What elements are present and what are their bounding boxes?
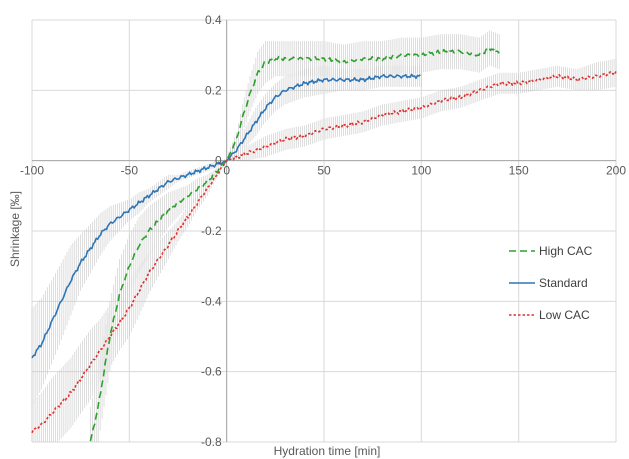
y-tick-label: -0.6 [201,365,222,379]
x-tick-label: 100 [411,164,431,178]
legend-label: Standard [539,276,588,290]
axes [32,20,616,442]
x-tick-label: 150 [509,164,529,178]
x-axis-title: Hydration time [min] [274,444,381,458]
y-tick-label: 0.2 [205,83,222,97]
y-tick-labels: -0.8 -0.6 -0.4 -0.2 0 0.2 0.4 [201,13,222,449]
series-line [89,46,500,442]
error-bars [31,30,617,442]
legend: High CAC Standard Low CAC [509,244,593,322]
y-tick-label: -0.4 [201,294,222,308]
y-tick-label: -0.2 [201,224,222,238]
x-tick-label: -50 [121,164,139,178]
x-tick-label: 50 [317,164,331,178]
y-axis-title: Shrinkage [‰] [8,191,22,267]
y-tick-label: 0.4 [205,13,222,27]
y-tick-label: 0 [215,154,222,168]
series-line [31,71,617,434]
legend-label: Low CAC [539,308,590,322]
legend-label: High CAC [539,244,593,258]
x-tick-labels: -100 -50 0 50 100 150 200 [20,164,626,178]
x-tick-label: 200 [606,164,626,178]
y-tick-label: -0.8 [201,435,222,449]
x-tick-label: 0 [223,164,230,178]
series-lines [31,46,617,442]
x-tick-label: -100 [20,164,44,178]
